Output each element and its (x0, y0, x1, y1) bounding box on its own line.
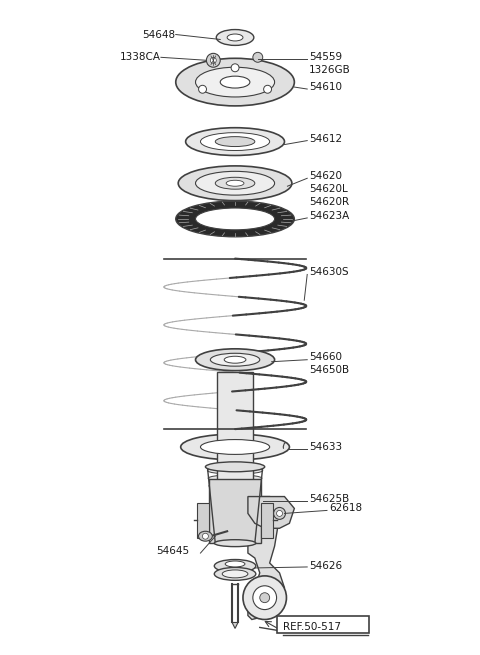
Text: REF.50-517: REF.50-517 (283, 622, 340, 633)
Text: 54645: 54645 (156, 546, 189, 556)
Ellipse shape (205, 462, 264, 472)
Text: 54620: 54620 (309, 172, 342, 181)
Polygon shape (248, 496, 294, 529)
Ellipse shape (176, 58, 294, 106)
Ellipse shape (224, 356, 246, 363)
Text: 54630S: 54630S (309, 267, 349, 278)
Ellipse shape (222, 570, 248, 578)
Ellipse shape (207, 467, 263, 474)
Ellipse shape (199, 531, 212, 541)
Text: 62618: 62618 (329, 504, 362, 514)
Ellipse shape (214, 540, 256, 547)
Ellipse shape (225, 561, 245, 567)
Text: 54625B: 54625B (309, 493, 349, 504)
Ellipse shape (180, 434, 289, 460)
Circle shape (276, 510, 283, 516)
Circle shape (243, 576, 287, 620)
Text: 54610: 54610 (309, 82, 342, 92)
Circle shape (199, 85, 206, 93)
Text: 54626: 54626 (309, 561, 342, 571)
Text: 54620L: 54620L (309, 184, 348, 194)
Ellipse shape (213, 521, 257, 527)
Polygon shape (248, 496, 285, 620)
Ellipse shape (209, 483, 261, 489)
Polygon shape (217, 371, 253, 508)
Ellipse shape (216, 137, 255, 147)
Ellipse shape (226, 180, 244, 186)
Polygon shape (209, 479, 261, 543)
Ellipse shape (186, 128, 285, 155)
Polygon shape (197, 504, 209, 538)
Ellipse shape (176, 201, 294, 236)
Text: 54623A: 54623A (309, 211, 349, 221)
Polygon shape (232, 622, 238, 628)
Polygon shape (261, 504, 273, 538)
Ellipse shape (195, 172, 275, 195)
Ellipse shape (195, 349, 275, 371)
FancyBboxPatch shape (276, 616, 370, 633)
Circle shape (253, 52, 263, 62)
Text: 54660: 54660 (309, 352, 342, 362)
Ellipse shape (178, 166, 292, 200)
Ellipse shape (214, 567, 256, 580)
Text: 1338CA: 1338CA (120, 52, 161, 62)
Ellipse shape (195, 208, 275, 230)
Circle shape (203, 533, 208, 539)
Ellipse shape (211, 506, 259, 512)
Text: 1326GB: 1326GB (309, 66, 351, 75)
Ellipse shape (201, 440, 270, 455)
Circle shape (264, 85, 272, 93)
Ellipse shape (214, 529, 256, 535)
Ellipse shape (227, 34, 243, 41)
Text: 54648: 54648 (143, 29, 176, 39)
Ellipse shape (216, 29, 254, 45)
Ellipse shape (208, 475, 262, 481)
Ellipse shape (201, 133, 270, 151)
Circle shape (274, 508, 286, 519)
Ellipse shape (212, 513, 258, 520)
Ellipse shape (210, 353, 260, 366)
Text: 54612: 54612 (309, 134, 342, 143)
Circle shape (260, 593, 270, 603)
Circle shape (253, 586, 276, 610)
Ellipse shape (220, 76, 250, 88)
Text: 54620R: 54620R (309, 197, 349, 207)
Circle shape (231, 64, 239, 72)
Text: 54559: 54559 (309, 52, 342, 62)
Ellipse shape (195, 67, 275, 97)
Ellipse shape (211, 498, 260, 504)
Circle shape (210, 57, 216, 64)
Ellipse shape (215, 536, 256, 543)
Text: 54633: 54633 (309, 442, 342, 452)
Circle shape (206, 53, 220, 67)
Ellipse shape (216, 178, 255, 189)
Text: 54650B: 54650B (309, 365, 349, 375)
Ellipse shape (210, 490, 260, 497)
Ellipse shape (214, 559, 256, 572)
